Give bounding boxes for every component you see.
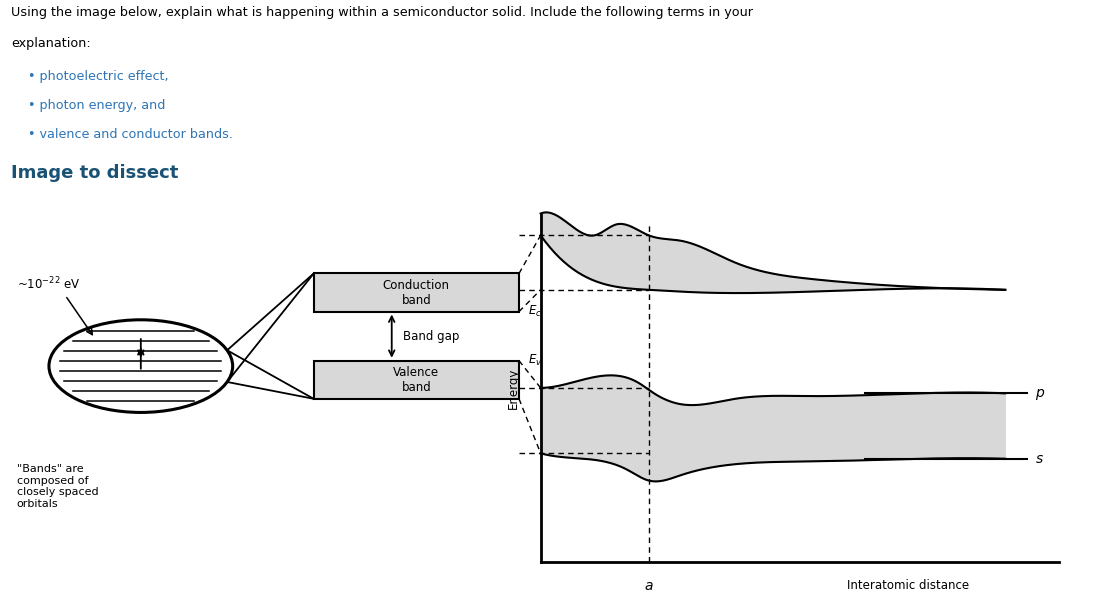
Text: p: p [1036, 386, 1044, 401]
Text: • valence and conductor bands.: • valence and conductor bands. [28, 128, 233, 141]
Text: Interatomic distance: Interatomic distance [847, 579, 969, 592]
Bar [314, 361, 519, 399]
Text: Using the image below, explain what is happening within a semiconductor solid. I: Using the image below, explain what is h… [11, 6, 753, 19]
Text: • photon energy, and: • photon energy, and [28, 99, 165, 112]
Text: • photoelectric effect,: • photoelectric effect, [28, 70, 168, 83]
Text: $E_v$: $E_v$ [528, 353, 543, 368]
Text: Conduction
band: Conduction band [383, 278, 450, 306]
Text: ~10$^{-22}$ eV: ~10$^{-22}$ eV [17, 276, 80, 293]
Text: Valence
band: Valence band [393, 366, 439, 394]
Text: "Bands" are
composed of
closely spaced
orbitals: "Bands" are composed of closely spaced o… [17, 464, 98, 509]
Text: a: a [644, 579, 653, 592]
Bar [314, 274, 519, 312]
Text: Band gap: Band gap [402, 330, 459, 343]
Polygon shape [540, 375, 1005, 482]
Text: explanation:: explanation: [11, 38, 91, 51]
Text: Image to dissect: Image to dissect [11, 164, 178, 182]
Text: Energy: Energy [507, 367, 520, 409]
Text: $E_c$: $E_c$ [528, 304, 541, 319]
Text: s: s [1036, 452, 1043, 465]
Polygon shape [540, 212, 1005, 293]
